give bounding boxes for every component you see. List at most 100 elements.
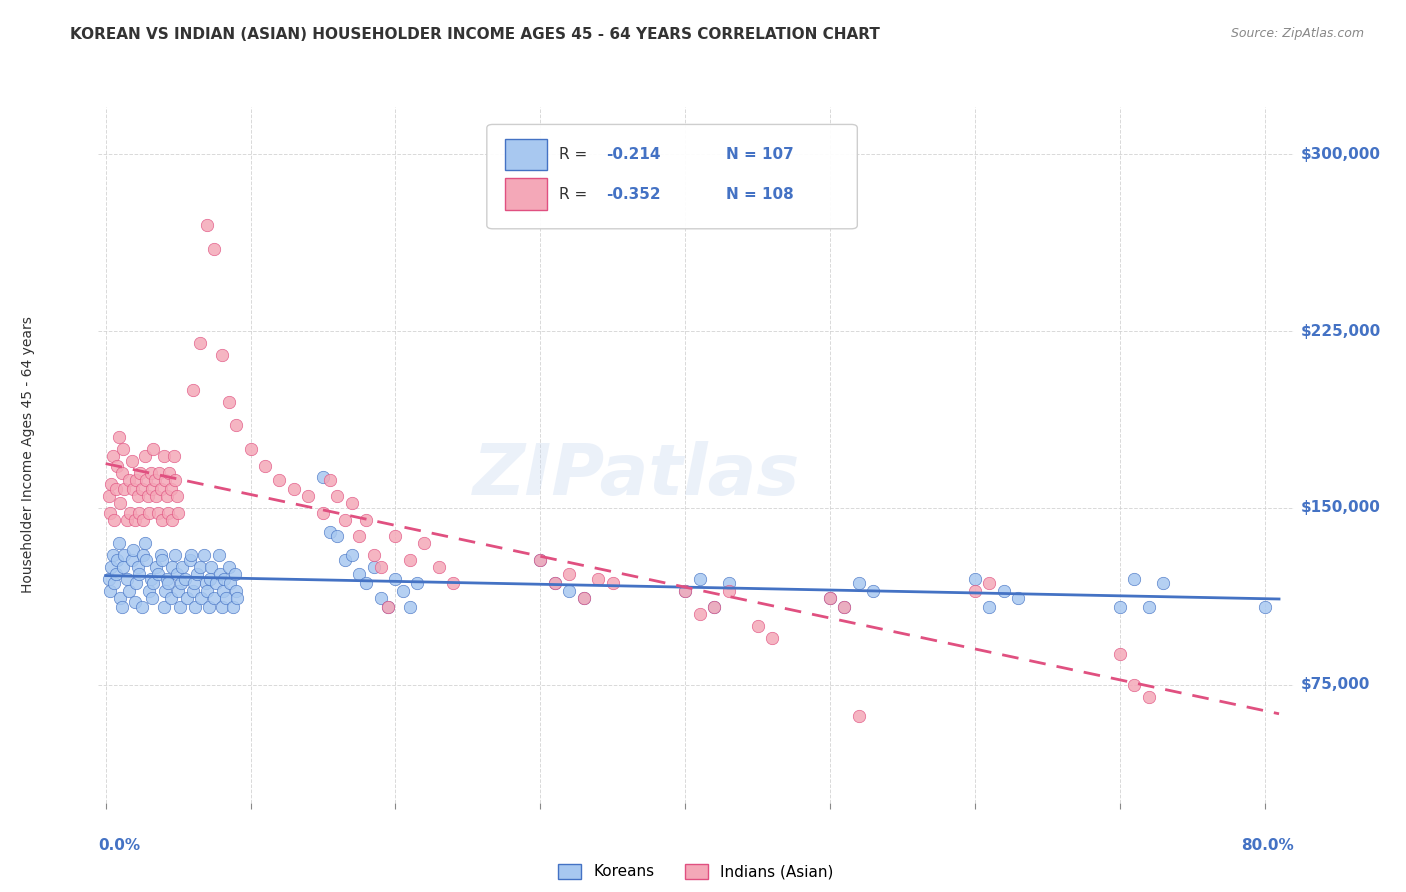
Point <box>134 536 156 550</box>
Point <box>377 600 399 615</box>
FancyBboxPatch shape <box>505 178 547 210</box>
Point <box>104 482 127 496</box>
Point <box>689 607 711 621</box>
Point <box>183 576 205 591</box>
Point <box>602 576 624 591</box>
Point <box>717 576 740 591</box>
Point <box>399 553 422 567</box>
Point <box>689 572 711 586</box>
Point <box>139 466 162 480</box>
Point <box>150 513 173 527</box>
Point <box>312 506 335 520</box>
Point <box>194 576 217 591</box>
Point <box>100 560 122 574</box>
Point <box>170 576 193 591</box>
Point <box>108 496 131 510</box>
Point <box>149 482 172 496</box>
Point <box>818 591 841 605</box>
Point <box>239 442 262 456</box>
Point <box>195 218 218 232</box>
Point <box>218 395 240 409</box>
Point <box>1123 572 1146 586</box>
Point <box>297 489 319 503</box>
Text: R =: R = <box>558 147 592 161</box>
Point <box>347 567 370 582</box>
Point <box>834 600 856 615</box>
Point <box>101 548 124 562</box>
Point <box>198 572 221 586</box>
Point <box>166 489 188 503</box>
Point <box>283 482 305 496</box>
Point <box>110 466 132 480</box>
Point <box>224 567 246 582</box>
Point <box>195 583 218 598</box>
Point <box>208 548 231 562</box>
Point <box>188 560 211 574</box>
Point <box>162 560 184 574</box>
Point <box>181 583 204 598</box>
Point <box>413 536 436 550</box>
Point <box>370 560 392 574</box>
Point <box>200 560 222 574</box>
Point <box>155 572 177 586</box>
Point <box>121 454 143 468</box>
Point <box>186 567 208 582</box>
Point <box>141 482 163 496</box>
Point <box>1108 600 1130 615</box>
Point <box>544 576 567 591</box>
Point <box>98 506 121 520</box>
Point <box>222 600 245 615</box>
Text: -0.352: -0.352 <box>606 186 661 202</box>
Text: -0.214: -0.214 <box>606 147 661 161</box>
Point <box>340 496 363 510</box>
Point <box>166 567 188 582</box>
Point <box>761 631 783 645</box>
Point <box>146 506 169 520</box>
Point <box>114 482 136 496</box>
Point <box>190 591 212 605</box>
Point <box>848 576 870 591</box>
Point <box>181 383 204 397</box>
Point <box>136 489 159 503</box>
Text: ZIPatlas: ZIPatlas <box>472 442 800 510</box>
Point <box>197 600 219 615</box>
Text: N = 108: N = 108 <box>725 186 793 202</box>
Point <box>1108 647 1130 661</box>
Point <box>363 548 385 562</box>
Point <box>148 466 170 480</box>
Point <box>1253 600 1275 615</box>
Point <box>141 591 163 605</box>
Point <box>97 489 120 503</box>
Text: 0.0%: 0.0% <box>98 838 141 854</box>
Point <box>101 449 124 463</box>
Point <box>370 591 392 605</box>
Point <box>142 576 165 591</box>
Point <box>108 591 131 605</box>
Text: N = 107: N = 107 <box>725 147 793 161</box>
Point <box>993 583 1015 598</box>
Point <box>128 506 150 520</box>
Point <box>138 583 160 598</box>
Point <box>112 442 135 456</box>
Point <box>172 560 194 574</box>
Point <box>138 506 160 520</box>
Point <box>377 600 399 615</box>
Point <box>117 572 139 586</box>
Point <box>209 567 232 582</box>
Point <box>156 506 179 520</box>
Point <box>356 513 378 527</box>
Point <box>529 553 551 567</box>
Point <box>225 418 247 433</box>
Point <box>212 583 235 598</box>
Point <box>132 513 155 527</box>
Point <box>162 513 184 527</box>
Point <box>586 572 609 586</box>
Point <box>104 567 127 582</box>
Point <box>174 572 197 586</box>
Text: Householder Income Ages 45 - 64 years: Householder Income Ages 45 - 64 years <box>21 317 35 593</box>
Point <box>558 583 581 598</box>
Point <box>152 449 174 463</box>
Point <box>211 348 233 362</box>
Point <box>118 473 141 487</box>
Point <box>150 553 173 567</box>
